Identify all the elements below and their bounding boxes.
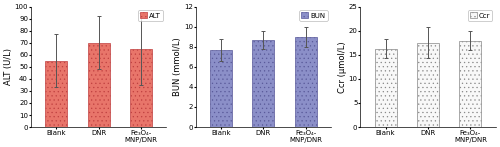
Y-axis label: BUN (mmol/L): BUN (mmol/L)	[174, 37, 182, 96]
Bar	[374, 49, 396, 127]
Bar	[88, 43, 110, 127]
Bar	[130, 49, 152, 127]
Legend: BUN: BUN	[300, 10, 328, 21]
Bar	[210, 50, 232, 127]
Bar	[45, 61, 68, 127]
Bar	[252, 40, 274, 127]
Legend: ALT: ALT	[138, 10, 163, 21]
Bar	[417, 43, 439, 127]
Legend: Ccr: Ccr	[468, 10, 492, 21]
Y-axis label: Ccr (μmol/L): Ccr (μmol/L)	[338, 41, 347, 93]
Bar	[294, 37, 316, 127]
Bar	[460, 41, 481, 127]
Y-axis label: ALT (U/L): ALT (U/L)	[4, 48, 13, 85]
